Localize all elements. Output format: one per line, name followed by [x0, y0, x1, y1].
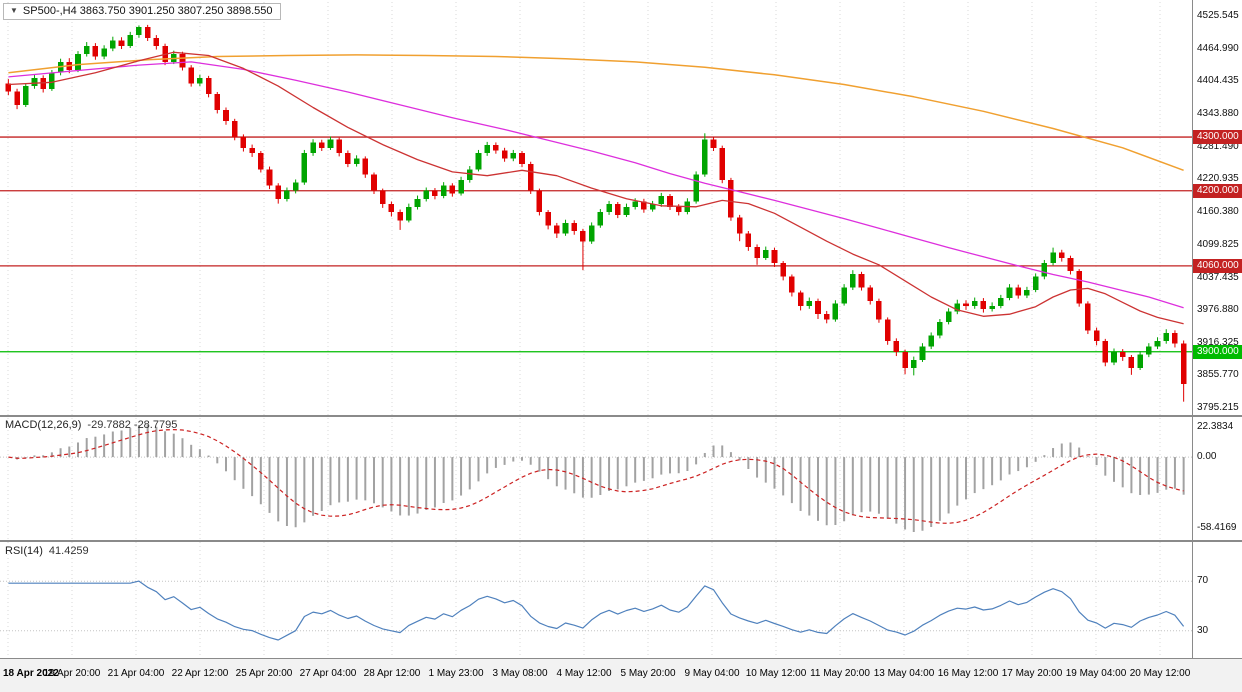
- time-axis-label: 5 May 20:00: [620, 668, 676, 679]
- time-axis-label: 27 Apr 04:00: [299, 668, 357, 679]
- rsi-level-70-label: 70: [1197, 575, 1209, 586]
- hline-price-tag: 4300.000: [1193, 130, 1242, 145]
- price-axis-label: 3855.770: [1197, 369, 1239, 381]
- macd-axis-max-label: 22.3834: [1197, 421, 1234, 432]
- price-axis-label: 4525.545: [1197, 10, 1239, 21]
- hline-price-tag: 4200.000: [1193, 183, 1242, 198]
- macd-axis-zero-label: 0.00: [1197, 451, 1217, 463]
- price-axis-label: 4099.825: [1197, 238, 1239, 250]
- time-axis-label: 22 Apr 12:00: [171, 668, 229, 679]
- price-axis-label: 3976.880: [1197, 304, 1239, 316]
- price-axis-label: 4281.490: [1197, 140, 1239, 152]
- rsi-indicator-label: RSI(14) 41.4259: [5, 545, 89, 557]
- time-axis-label: 3 May 08:00: [492, 668, 548, 679]
- symbol-collapse-icon[interactable]: ▼: [10, 6, 18, 15]
- price-axis-label: 3916.325: [1197, 336, 1239, 348]
- hline-price-tag: 4060.000: [1193, 258, 1242, 273]
- macd-indicator-label: MACD(12,26,9) -29.7882 -28.7795: [5, 419, 177, 431]
- macd-axis-min-label: -58.4169: [1197, 522, 1237, 533]
- rsi-name: RSI(14): [5, 545, 43, 557]
- rsi-value: 41.4259: [48, 545, 89, 557]
- time-axis-label: 17 May 20:00: [1001, 668, 1063, 679]
- time-axis-label: 18 Apr 2022: [3, 668, 59, 679]
- time-axis-label: 19 Apr 20:00: [43, 668, 101, 679]
- price-axis-label: 3795.215: [1197, 402, 1239, 413]
- time-axis-label: 4 May 12:00: [556, 668, 612, 679]
- price-axis-label: 4343.880: [1197, 107, 1239, 119]
- time-axis-label: 19 May 04:00: [1065, 668, 1127, 679]
- rsi-level-30-label: 30: [1197, 625, 1209, 636]
- time-axis-label: 10 May 12:00: [745, 668, 807, 679]
- time-axis-label: 13 May 04:00: [873, 668, 935, 679]
- time-axis-label: 11 May 20:00: [810, 668, 870, 679]
- macd-values: -29.7882 -28.7795: [87, 419, 178, 431]
- price-axis-label: 4160.380: [1197, 206, 1239, 217]
- macd-name: MACD(12,26,9): [5, 419, 82, 431]
- time-axis-label: 1 May 23:00: [428, 668, 484, 679]
- time-axis-label: 25 Apr 20:00: [235, 668, 293, 679]
- chart-title-box: ▼ SP500-,H4 3863.750 3901.250 3807.250 3…: [3, 3, 282, 20]
- time-axis-label: 21 Apr 04:00: [107, 668, 165, 679]
- time-axis-label: 16 May 12:00: [937, 668, 999, 679]
- time-axis[interactable]: 18 Apr 2022 19 Apr 20:00 21 Apr 04:00 22 Ap…: [0, 658, 1242, 692]
- time-axis-label: 9 May 04:00: [684, 668, 740, 679]
- price-axis-label: 4220.935: [1197, 173, 1239, 185]
- price-axis-label: 4464.990: [1197, 42, 1239, 54]
- price-axis-label: 4404.435: [1197, 75, 1239, 86]
- time-axis-label: 20 May 12:00: [1129, 668, 1191, 679]
- chart-title: SP500-,H4 3863.750 3901.250 3807.250 389…: [22, 5, 273, 17]
- price-axis-label: 4037.435: [1197, 271, 1239, 283]
- hline-price-tag: 3900.000: [1193, 344, 1242, 359]
- time-axis-label: 28 Apr 12:00: [363, 668, 421, 679]
